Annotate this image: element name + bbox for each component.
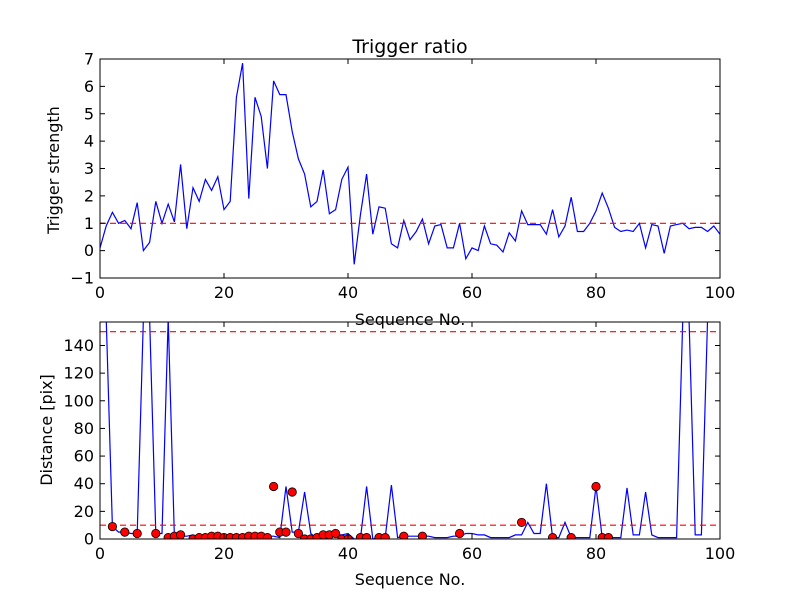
y-tick-label: 7	[84, 50, 94, 69]
data-point	[268, 481, 279, 492]
plot-frame	[99, 58, 721, 279]
data-point	[107, 521, 118, 532]
y-tick-label: 140	[63, 336, 94, 355]
x-tick-label: 60	[462, 544, 482, 563]
y-tick-label: 80	[74, 419, 94, 438]
y-tick-label: 0	[84, 241, 94, 260]
data-point	[287, 487, 297, 497]
x-axis-label: Sequence No.	[355, 310, 466, 329]
x-tick-label: 20	[214, 544, 234, 563]
x-tick-label: 100	[705, 544, 736, 563]
x-tick-label: 80	[586, 544, 606, 563]
y-tick-label: 1	[84, 214, 94, 233]
y-tick-label: 20	[74, 502, 94, 521]
distance-panel: 0 20 40 60 80 100 0 20 40 60 80 100 120 140 Sequence …	[37, 321, 736, 589]
x-tick-label: 80	[586, 283, 606, 302]
data-point	[120, 527, 130, 537]
y-tick-label: 40	[74, 474, 94, 493]
data-point	[454, 528, 465, 539]
data-point	[330, 528, 341, 539]
x-axis-label: Sequence No.	[355, 570, 466, 589]
y-tick-label: 0	[84, 530, 94, 549]
series-line	[105, 322, 709, 539]
data-point	[362, 533, 372, 539]
y-tick-label: 5	[84, 104, 94, 123]
x-tick-label: 60	[462, 283, 482, 302]
chart-title: Trigger ratio	[351, 36, 467, 58]
data-point	[516, 517, 527, 528]
y-tick-label: 100	[63, 391, 94, 410]
data-point	[417, 531, 427, 539]
data-point	[566, 533, 576, 539]
x-tick-label: 0	[95, 544, 105, 563]
plot-frame	[99, 321, 721, 540]
y-axis-label: Distance [pix]	[37, 374, 56, 486]
data-point	[591, 481, 601, 492]
data-point	[176, 530, 186, 539]
x-tick-label: 100	[705, 283, 736, 302]
x-tick-label: 0	[95, 283, 105, 302]
y-tick-label: 120	[63, 364, 94, 383]
x-tick-label: 40	[338, 544, 358, 563]
y-tick-label: 6	[84, 77, 94, 96]
plot-area: 0 20 40 60 80 100 0 20 40 60 80 100 120 140	[63, 321, 736, 563]
series-layer	[100, 62, 720, 265]
data-point	[281, 527, 291, 537]
data-point	[380, 533, 390, 539]
data-point	[132, 528, 142, 539]
data-point	[399, 531, 409, 539]
data-point	[151, 528, 161, 539]
data-point	[603, 533, 613, 539]
y-tick-label: 2	[84, 186, 94, 205]
data-point	[262, 533, 272, 539]
series-line	[100, 62, 720, 265]
data-point	[548, 533, 558, 539]
series-layer	[100, 322, 720, 539]
y-axis-label: Trigger strength	[44, 106, 63, 235]
y-tick-label: −1	[70, 269, 94, 288]
y-tick-label: 3	[84, 159, 94, 178]
data-point	[293, 528, 303, 539]
x-tick-label: 40	[338, 283, 358, 302]
y-tick-label: 60	[74, 447, 94, 466]
y-tick-label: 4	[84, 132, 94, 151]
x-tick-label: 20	[214, 283, 234, 302]
